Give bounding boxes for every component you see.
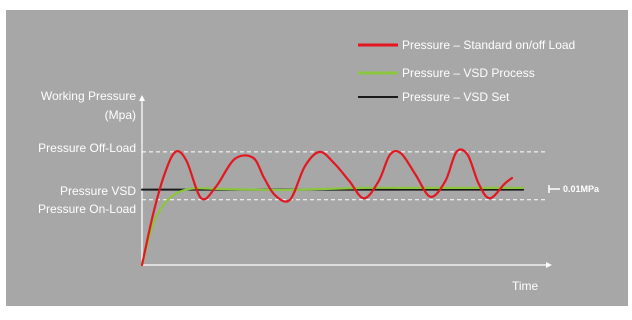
band-annotation: 0.01MPa: [548, 184, 600, 194]
level-label-vsd: Pressure VSD: [60, 184, 136, 198]
x-axis-label: Time: [512, 279, 539, 293]
band-annotation-label: 0.01MPa: [563, 184, 600, 194]
level-label-off-load: Pressure Off-Load: [38, 141, 136, 155]
series-line-standard: [140, 148, 514, 267]
y-axis-label-line2: (Mpa): [105, 108, 136, 122]
legend-label-vsd-set: Pressure – VSD Set: [402, 90, 510, 104]
legend-label-standard: Pressure – Standard on/off Load: [402, 38, 575, 52]
chart-panel: [6, 10, 628, 306]
x-axis-arrow: [546, 262, 552, 268]
y-axis-label-line1: Working Pressure: [41, 89, 136, 103]
legend-label-vsd-process: Pressure – VSD Process: [402, 66, 535, 80]
plot-area: [139, 95, 552, 268]
level-label-on-load: Pressure On-Load: [38, 202, 136, 216]
y-axis-arrow: [139, 95, 145, 101]
legend: Pressure – Standard on/off Load Pressure…: [358, 38, 575, 104]
